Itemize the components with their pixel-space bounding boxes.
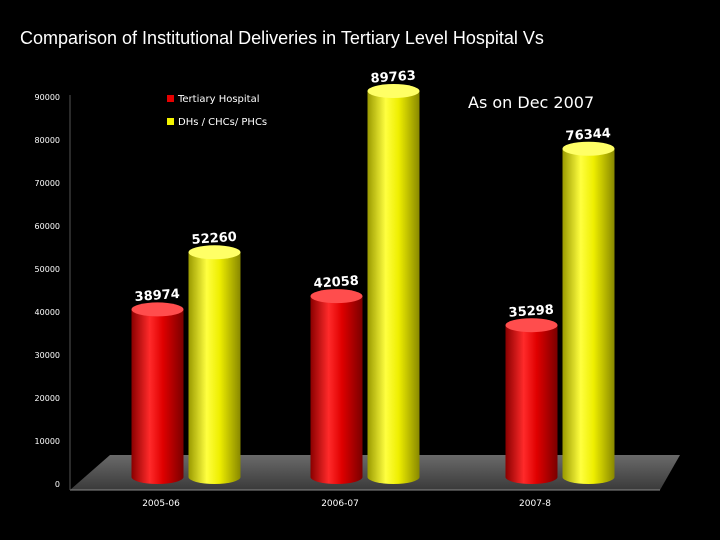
y-tick-label: 60000: [35, 222, 60, 231]
x-tick-label: 2006-07: [321, 499, 359, 509]
legend-label: Tertiary Hospital: [177, 94, 260, 105]
legend-swatch: [167, 118, 174, 125]
data-label: 42058: [313, 274, 359, 292]
data-label: 35298: [508, 303, 554, 321]
bar-dhs-2005-06: [188, 245, 241, 484]
bar-tertiary-2006-07: [310, 289, 363, 484]
data-label: 38974: [134, 287, 180, 305]
y-tick-label: 30000: [35, 351, 60, 360]
y-tick-label: 80000: [35, 136, 60, 145]
bar-dhs-2007-8: [562, 141, 615, 484]
x-tick-label: 2007-8: [519, 499, 551, 509]
data-label: 52260: [191, 230, 237, 248]
annotation-text: As on Dec 2007: [468, 93, 594, 112]
data-label: 76344: [565, 126, 611, 144]
legend-label: DHs / CHCs/ PHCs: [178, 117, 267, 128]
y-tick-label: 10000: [35, 437, 60, 446]
x-tick-label: 2005-06: [142, 499, 180, 509]
y-tick-label: 20000: [35, 394, 60, 403]
y-tick-label: 90000: [35, 93, 60, 102]
data-label: 89763: [370, 68, 416, 86]
y-tick-label: 70000: [35, 179, 60, 188]
y-tick-label: 40000: [35, 308, 60, 317]
y-tick-label: 50000: [35, 265, 60, 274]
bar-tertiary-2007-8: [505, 318, 558, 484]
bar-tertiary-2005-06: [131, 302, 184, 484]
y-tick-label: 0: [55, 480, 60, 489]
bar-dhs-2006-07: [367, 84, 420, 484]
slide-title: Comparison of Institutional Deliveries i…: [20, 28, 544, 48]
legend-swatch: [167, 95, 174, 102]
